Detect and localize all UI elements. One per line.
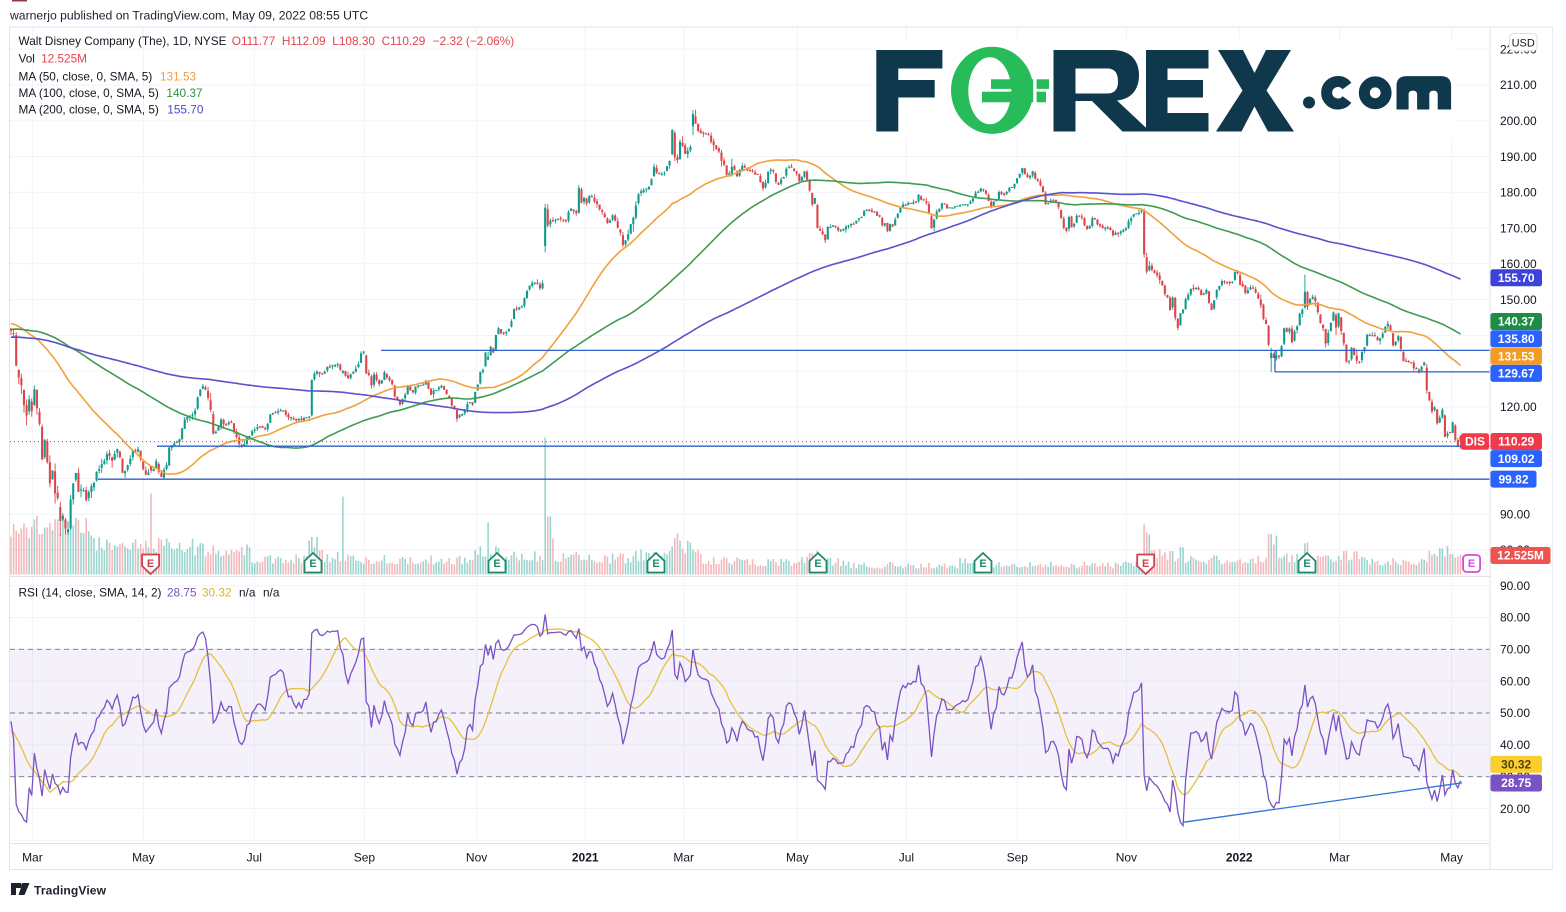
svg-text:E: E <box>652 558 659 570</box>
svg-text:Mar: Mar <box>673 851 694 865</box>
svg-text:May: May <box>1440 851 1463 865</box>
svg-text:80.00: 80.00 <box>1500 611 1530 625</box>
svg-text:40.00: 40.00 <box>1500 738 1530 752</box>
svg-text:109.02: 109.02 <box>1498 452 1535 466</box>
svg-text:E: E <box>493 558 500 570</box>
svg-text:E: E <box>1303 558 1310 570</box>
svg-text:E: E <box>814 558 821 570</box>
svg-text:110.29: 110.29 <box>1498 435 1534 449</box>
svg-text:warnerjo published on TradingV: warnerjo published on TradingView.com, M… <box>9 9 368 23</box>
svg-text:Sep: Sep <box>354 851 376 865</box>
svg-text:180.00: 180.00 <box>1500 186 1537 200</box>
svg-text:90.00: 90.00 <box>1500 579 1530 593</box>
svg-text:60.00: 60.00 <box>1500 674 1530 688</box>
svg-text:USD: USD <box>1512 37 1535 49</box>
svg-text:28.75: 28.75 <box>1501 776 1531 790</box>
svg-text:129.67: 129.67 <box>1498 367 1535 381</box>
svg-text:150.00: 150.00 <box>1500 293 1537 307</box>
svg-text:MA (200, close, 0, SMA, 5)155.: MA (200, close, 0, SMA, 5) 155.70 <box>19 103 204 117</box>
svg-text:90.00: 90.00 <box>1500 507 1530 521</box>
svg-text:30.32: 30.32 <box>1501 758 1531 772</box>
svg-text:20.00: 20.00 <box>1500 802 1530 816</box>
svg-text:70.00: 70.00 <box>1500 643 1530 657</box>
svg-text:Jul: Jul <box>247 851 262 865</box>
svg-text:131.53: 131.53 <box>1498 349 1535 363</box>
svg-text:Walt Disney Company (The), 1D,: Walt Disney Company (The), 1D, NYSE O111.… <box>19 34 515 48</box>
svg-text:Nov: Nov <box>1116 851 1137 865</box>
svg-text:E: E <box>1142 558 1149 570</box>
svg-text:DIS: DIS <box>1465 435 1485 449</box>
svg-text:140.37: 140.37 <box>1498 315 1535 329</box>
svg-text:Sep: Sep <box>1007 851 1029 865</box>
svg-text:May: May <box>786 851 809 865</box>
svg-text:200.00: 200.00 <box>1500 114 1537 128</box>
svg-text:E: E <box>309 558 316 570</box>
svg-text:50.00: 50.00 <box>1500 706 1530 720</box>
svg-text:Mar: Mar <box>1329 851 1350 865</box>
svg-text:135.80: 135.80 <box>1498 332 1535 346</box>
svg-text:MA (100, close, 0, SMA, 5)140.: MA (100, close, 0, SMA, 5) 140.37 <box>19 86 203 100</box>
svg-text:210.00: 210.00 <box>1500 78 1537 92</box>
svg-text:TradingView: TradingView <box>34 884 107 898</box>
svg-text:Nov: Nov <box>466 851 487 865</box>
svg-text:MA (50, close, 0, SMA, 5)131.5: MA (50, close, 0, SMA, 5) 131.53 <box>19 69 197 83</box>
svg-text:190.00: 190.00 <box>1500 150 1537 164</box>
svg-text:2022: 2022 <box>1226 851 1253 865</box>
svg-text:12.525M: 12.525M <box>1497 549 1544 563</box>
svg-text:E: E <box>1468 558 1475 570</box>
svg-text:RSI (14, close, SMA, 14, 2)28.: RSI (14, close, SMA, 14, 2) 28.75 30.32 n/a… <box>19 586 280 600</box>
svg-text:99.82: 99.82 <box>1498 472 1528 486</box>
svg-text:E: E <box>147 558 154 570</box>
svg-text:2021: 2021 <box>572 851 599 865</box>
svg-text:Jul: Jul <box>899 851 914 865</box>
svg-text:Mar: Mar <box>22 851 43 865</box>
svg-text:120.00: 120.00 <box>1500 400 1537 414</box>
svg-text:May: May <box>132 851 155 865</box>
svg-text:155.70: 155.70 <box>1498 271 1535 285</box>
svg-text:170.00: 170.00 <box>1500 221 1537 235</box>
svg-text:E: E <box>979 558 986 570</box>
svg-text:160.00: 160.00 <box>1500 257 1537 271</box>
